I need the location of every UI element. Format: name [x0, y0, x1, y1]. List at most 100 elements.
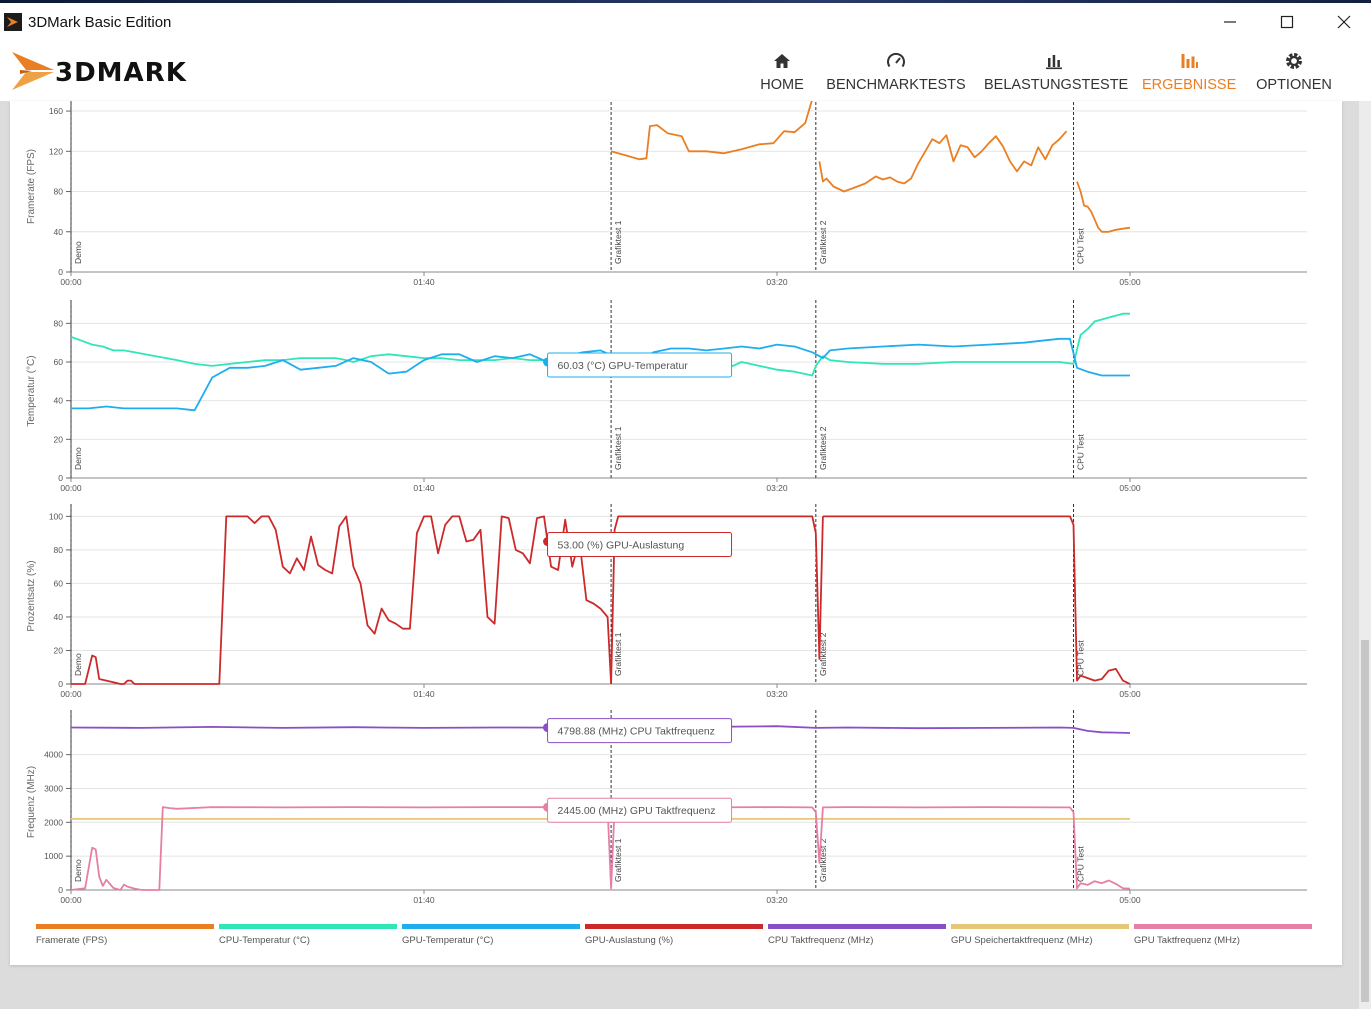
series-line[interactable]	[1076, 181, 1131, 233]
y-tick-label: 0	[58, 885, 63, 895]
y-tick-label: 0	[58, 679, 63, 689]
legend-item[interactable]: Framerate (FPS)	[36, 924, 214, 954]
y-tick-label: 0	[58, 473, 63, 483]
title-bar: 3DMark Basic Edition	[0, 0, 1371, 44]
y-tick-label: 0	[58, 267, 63, 277]
phase-marker-label: Grafiktest 2	[818, 426, 828, 470]
window-title: 3DMark Basic Edition	[28, 14, 172, 31]
y-tick-label: 1000	[44, 851, 63, 861]
phase-marker-label: Grafiktest 2	[818, 632, 828, 676]
y-tick-label: 100	[49, 511, 63, 521]
x-tick-label: 01:40	[413, 483, 435, 493]
y-tick-label: 80	[54, 545, 64, 555]
logo: 3DMARK	[55, 58, 187, 88]
phase-marker-label: Demo	[73, 241, 83, 264]
y-tick-label: 60	[54, 357, 64, 367]
phase-marker-label: CPU Test	[1076, 846, 1086, 882]
home-icon	[774, 54, 790, 68]
logo-mark-icon	[12, 52, 54, 90]
y-tick-label: 60	[54, 578, 64, 588]
y-tick-label: 4000	[44, 750, 63, 760]
x-tick-label: 05:00	[1119, 689, 1141, 699]
title-bar-accent	[0, 0, 1371, 3]
phase-marker-label: Grafiktest 1	[613, 220, 623, 264]
series-line[interactable]	[818, 130, 1068, 193]
minimize-button[interactable]	[1210, 8, 1250, 36]
chart-panel: 0 1000 2000 3000 4000 00:00 01:40 03:20 05:00 Fre…	[26, 710, 1307, 905]
y-axis-label: Temperatur (°C)	[26, 355, 37, 426]
x-tick-label: 01:40	[413, 895, 435, 905]
series-line[interactable]	[71, 515, 612, 685]
nav-belastungsteste[interactable]: BELASTUNGSTESTE	[984, 47, 1128, 99]
chart-panel: 0 20 40 60 80 00:00 01:40 03:20 05:00 Temperatur …	[26, 300, 1307, 493]
x-tick-label: 01:40	[413, 277, 435, 287]
x-tick-label: 00:00	[60, 689, 82, 699]
phase-marker-label: Demo	[73, 447, 83, 470]
phase-marker-label: Grafiktest 1	[613, 426, 623, 470]
x-tick-label: 00:00	[60, 895, 82, 905]
x-tick-label: 03:20	[766, 689, 788, 699]
series-line[interactable]	[70, 724, 1131, 734]
y-tick-label: 20	[54, 434, 64, 444]
x-tick-label: 03:20	[766, 895, 788, 905]
nav-home[interactable]: HOME	[752, 47, 812, 99]
phase-marker-label: Grafiktest 1	[613, 838, 623, 882]
nav-ergebnisse[interactable]: ERGEBNISSE	[1142, 47, 1236, 99]
series-line[interactable]	[610, 515, 824, 685]
phase-marker-label: CPU Test	[1076, 640, 1086, 676]
phase-marker-label: Demo	[73, 859, 83, 882]
phase-marker-label: CPU Test	[1076, 434, 1086, 470]
y-tick-label: 40	[54, 227, 64, 237]
monitoring-charts: 0 40 80 120 160 00:00 01:40 03:20 05:00 Framerate…	[26, 101, 1307, 905]
nav-benchmarktests[interactable]: BENCHMARKTESTS	[826, 47, 966, 99]
phase-marker-label: Grafiktest 1	[613, 632, 623, 676]
y-tick-label: 120	[49, 146, 63, 156]
tooltip-text: 60.03 (°C) GPU-Temperatur	[558, 360, 689, 372]
y-tick-label: 40	[54, 396, 64, 406]
results-icon	[1181, 54, 1198, 68]
phase-marker-label: Grafiktest 2	[818, 220, 828, 264]
x-tick-label: 01:40	[413, 689, 435, 699]
speedometer-icon	[887, 52, 905, 68]
series-line[interactable]	[822, 515, 1131, 685]
legend-item[interactable]: GPU Speichertaktfrequenz (MHz)	[951, 924, 1129, 954]
bar-chart-icon	[1046, 55, 1062, 70]
legend-item[interactable]: CPU Taktfrequenz (MHz)	[768, 924, 946, 954]
y-tick-label: 80	[54, 187, 64, 197]
x-tick-label: 00:00	[60, 483, 82, 493]
scrollbar-thumb[interactable]	[1361, 640, 1369, 1002]
tooltip-box	[547, 718, 733, 744]
x-tick-label: 00:00	[60, 277, 82, 287]
tooltip-box	[547, 352, 733, 378]
legend-item[interactable]: GPU-Temperatur (°C)	[402, 924, 580, 954]
gear-icon	[1286, 53, 1302, 69]
legend-item[interactable]: CPU-Temperatur (°C)	[219, 924, 397, 954]
y-tick-label: 2000	[44, 817, 63, 827]
series-line[interactable]	[71, 337, 1130, 412]
close-button[interactable]	[1324, 8, 1364, 36]
phase-marker-label: Grafiktest 2	[818, 838, 828, 882]
x-tick-label: 05:00	[1119, 483, 1141, 493]
maximize-button[interactable]	[1267, 8, 1307, 36]
x-tick-label: 03:20	[766, 483, 788, 493]
tooltip-text: 2445.00 (MHz) GPU Taktfrequenz	[558, 805, 716, 817]
tooltip-box	[547, 797, 733, 823]
phase-marker-label: Demo	[73, 653, 83, 676]
tooltip-box	[547, 532, 733, 558]
y-axis-label: Framerate (FPS)	[26, 149, 37, 224]
y-tick-label: 3000	[44, 783, 63, 793]
series-line[interactable]	[610, 101, 819, 161]
legend-item[interactable]: GPU-Auslastung (%)	[585, 924, 763, 954]
app-header: 3DMARK HOME BENCHMARKTESTS BELASTUNGSTES…	[0, 44, 1371, 101]
legend-item[interactable]: GPU Taktfrequenz (MHz)	[1134, 924, 1312, 954]
app-icon	[4, 13, 22, 31]
y-axis-label: Frequenz (MHz)	[26, 766, 37, 838]
y-axis-label: Prozentsatz (%)	[26, 560, 37, 631]
chart-panel: 0 40 80 120 160 00:00 01:40 03:20 05:00 Framerate…	[26, 101, 1307, 287]
nav-optionen[interactable]: OPTIONEN	[1251, 47, 1337, 99]
y-tick-label: 20	[54, 645, 64, 655]
tooltip-text: 4798.88 (MHz) CPU Taktfrequenz	[558, 726, 715, 738]
x-tick-label: 05:00	[1119, 895, 1141, 905]
x-tick-label: 05:00	[1119, 277, 1141, 287]
x-tick-label: 03:20	[766, 277, 788, 287]
